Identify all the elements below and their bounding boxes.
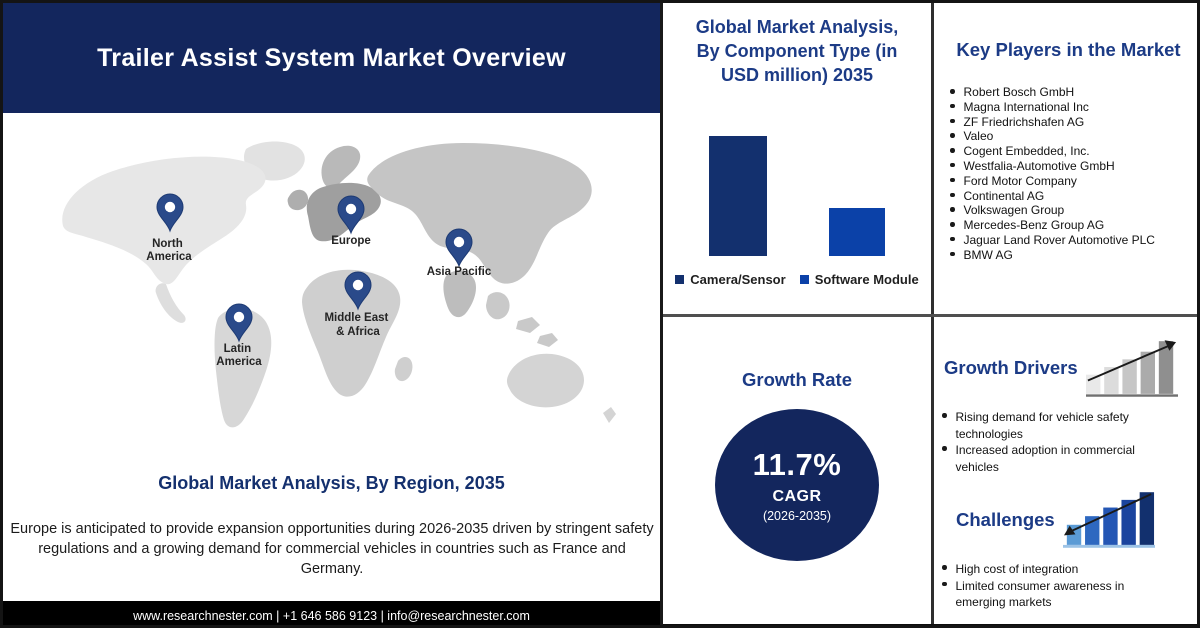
key-players-heading: Key Players in the Market	[956, 39, 1181, 60]
challenges-list: High cost of integration Limited consume…	[942, 561, 1197, 611]
map-label-latin-america: Latin America	[216, 343, 262, 368]
panel-drivers-challenges: Growth Drivers Rising demand for vehicle…	[934, 317, 1197, 624]
growth-drivers-row: Growth Drivers	[944, 337, 1197, 399]
growth-driver-item: Rising demand for vehicle safety technol…	[942, 409, 1197, 442]
map-continents	[62, 141, 616, 428]
cagr-value: 11.7%	[752, 447, 842, 482]
challenges-row: Challenges	[956, 489, 1197, 551]
bar-camera-sensor	[709, 136, 767, 256]
panel-component-type: Global Market Analysis, By Component Typ…	[663, 3, 931, 314]
challenge-item: Limited consumer awareness in emerging m…	[942, 578, 1197, 611]
growth-drivers-list: Rising demand for vehicle safety technol…	[942, 409, 1197, 475]
panel-key-players: Key Players in the Market Robert Bosch G…	[934, 3, 1197, 314]
component-bar-chart	[663, 136, 931, 256]
footer-contact-text: www.researchnester.com | +1 646 586 9123…	[133, 609, 530, 623]
key-player-item: Volkswagen Group	[950, 203, 1197, 218]
growth-rate-circle: 11.7% CAGR (2026-2035)	[715, 409, 879, 561]
key-player-item: Ford Motor Company	[950, 174, 1197, 189]
map-label-north-america: North America	[146, 238, 192, 263]
world-map: North America Europe Asia Pacific Middle…	[62, 141, 616, 428]
map-pin-north-america	[156, 193, 184, 233]
cagr-period: (2026-2035)	[762, 509, 832, 523]
key-player-item: BMW AG	[950, 248, 1197, 263]
region-analysis-heading: Global Market Analysis, By Region, 2035	[158, 473, 505, 493]
challenge-item: High cost of integration	[942, 561, 1197, 578]
map-pin-europe	[337, 195, 365, 235]
horizontal-divider	[663, 314, 1197, 317]
key-player-item: Westfalia-Automotive GmbH	[950, 159, 1197, 174]
page-title: Trailer Assist System Market Overview	[97, 43, 566, 72]
panel-growth-rate: Growth Rate 11.7% CAGR (2026-2035)	[663, 317, 931, 624]
key-player-item: ZF Friedrichshafen AG	[950, 115, 1197, 130]
growth-driver-item: Increased adoption in commercial vehicle…	[942, 442, 1197, 475]
legend-item-software-module: Software Module	[799, 272, 919, 287]
bottom-border-strip	[663, 624, 1197, 625]
map-pin-asia-pacific	[445, 228, 473, 268]
footer-bar: www.researchnester.com | +1 646 586 9123…	[3, 601, 660, 625]
map-pin-latin-america	[225, 303, 253, 343]
key-player-item: Cogent Embedded, Inc.	[950, 144, 1197, 159]
rising-bars-gray-icon	[1085, 340, 1178, 397]
key-player-item: Mercedes-Benz Group AG	[950, 218, 1197, 233]
region-analysis-paragraph: Europe is anticipated to provide expansi…	[10, 521, 654, 577]
cagr-label: CAGR	[772, 488, 822, 505]
growth-rate-heading: Growth Rate	[742, 369, 852, 390]
component-chart-title: Global Market Analysis, By Component Typ…	[695, 17, 899, 85]
map-label-middle-east-africa: Middle East & Africa	[324, 312, 391, 338]
key-player-item: Jaguar Land Rover Automotive PLC	[950, 233, 1197, 248]
map-pin-middle-east-africa	[344, 271, 372, 311]
legend-swatch-camera-sensor	[675, 275, 685, 284]
bar-software-module	[829, 208, 885, 256]
chart-legend: Camera/Sensor Software Module	[663, 272, 931, 287]
map-label-asia-pacific: Asia Pacific	[427, 266, 492, 278]
challenges-heading: Challenges	[956, 509, 1055, 530]
key-players-list: Robert Bosch GmbH Magna International In…	[950, 85, 1197, 263]
key-player-item: Continental AG	[950, 189, 1197, 204]
key-player-item: Robert Bosch GmbH	[950, 85, 1197, 100]
rising-bars-blue-icon	[1062, 492, 1155, 548]
title-banner: Trailer Assist System Market Overview	[3, 3, 660, 113]
growth-drivers-heading: Growth Drivers	[944, 357, 1078, 378]
key-player-item: Valeo	[950, 129, 1197, 144]
vertical-divider-left	[660, 3, 663, 625]
map-label-europe: Europe	[331, 235, 371, 247]
key-player-item: Magna International Inc	[950, 100, 1197, 115]
legend-swatch-software-module	[799, 275, 809, 284]
legend-item-camera-sensor: Camera/Sensor	[675, 272, 786, 287]
